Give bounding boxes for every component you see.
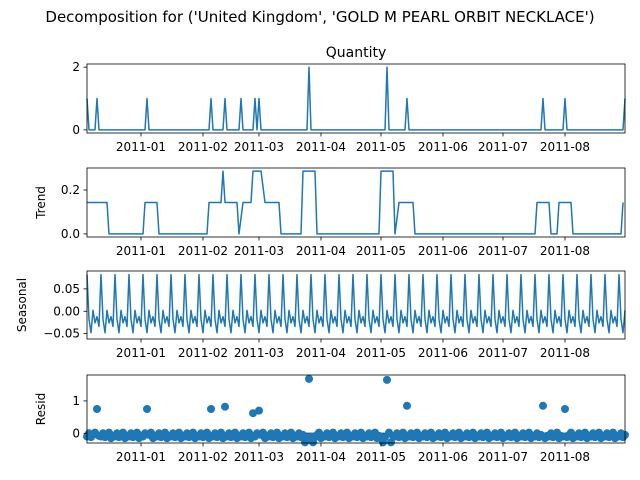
x-tick-label: 2011-08	[540, 140, 590, 154]
x-tick-label: 2011-01	[116, 450, 166, 464]
resid-point	[383, 375, 391, 384]
y-tick-label: 1	[72, 394, 80, 408]
x-tick-label: 2011-04	[296, 346, 346, 360]
y-tick-label: −0.05	[43, 327, 80, 341]
x-tick-label: 2011-02	[178, 140, 228, 154]
x-tick-label: 2011-04	[296, 140, 346, 154]
panel-frame	[86, 167, 626, 238]
observed-series-line	[86, 66, 626, 131]
x-tick-label: 2011-07	[478, 244, 528, 258]
y-axis-label: Resid	[34, 393, 48, 425]
panel-observed: 0 2 2011-01 2011-02 2011-03 2011-04 2011-05 201…	[72, 45, 626, 154]
x-tick-label: 2011-06	[418, 450, 468, 464]
y-axis-label: Seasonal	[15, 278, 29, 332]
x-tick-label: 2011-02	[178, 244, 228, 258]
x-tick-label: 2011-08	[540, 244, 590, 258]
x-tick-label: 2011-05	[356, 244, 406, 258]
panel-frame	[86, 270, 626, 340]
resid-point	[207, 405, 215, 413]
panel-title: Quantity	[326, 45, 387, 61]
x-tick-label: 2011-01	[116, 244, 166, 258]
panel-frame	[86, 374, 626, 444]
x-tick-label: 2011-03	[234, 140, 284, 154]
resid-point	[561, 405, 569, 413]
panels-group: 0 2 2011-01 2011-02 2011-03 2011-04 2011-05 201…	[15, 45, 629, 464]
resid-point	[255, 406, 263, 415]
y-tick-label: 2	[72, 60, 80, 74]
x-tick-label: 2011-06	[418, 346, 468, 360]
resid-point	[539, 401, 547, 410]
y-axis-label: Trend	[34, 186, 48, 220]
x-tick-label: 2011-07	[478, 450, 528, 464]
x-tick-label: 2011-08	[540, 346, 590, 360]
x-tick-label: 2011-02	[178, 450, 228, 464]
resid-point	[387, 438, 395, 447]
panel-seasonal: −0.05 0.00 0.05 2011-01 2011-02 2011-03 2011-0…	[15, 270, 626, 360]
x-tick-label: 2011-03	[234, 450, 284, 464]
trend-series-line	[87, 170, 624, 235]
panel-resid: 0 1 2011-01 2011-02 2011-03 2011-04 2011-05 201…	[34, 374, 629, 464]
x-tick-label: 2011-03	[234, 244, 284, 258]
y-tick-label: 0	[72, 426, 80, 440]
y-tick-label: 0	[72, 123, 80, 137]
y-tick-label: 0.05	[53, 282, 80, 296]
x-tick-label: 2011-03	[234, 346, 284, 360]
resid-point	[403, 401, 411, 410]
resid-point	[143, 405, 151, 413]
x-tick-label: 2011-08	[540, 450, 590, 464]
x-tick-label: 2011-04	[296, 244, 346, 258]
x-tick-label: 2011-05	[356, 346, 406, 360]
x-tick-label: 2011-05	[356, 450, 406, 464]
x-tick-label: 2011-01	[116, 140, 166, 154]
y-tick-label: 0.2	[61, 183, 80, 197]
resid-point	[93, 405, 101, 413]
y-tick-label: 0.0	[61, 227, 80, 241]
y-tick-label: 0.00	[53, 304, 80, 318]
resid-point	[305, 374, 313, 383]
figure-suptitle: Decomposition for ('United Kingdom', 'GO…	[45, 8, 594, 26]
x-tick-label: 2011-05	[356, 140, 406, 154]
x-tick-label: 2011-07	[478, 346, 528, 360]
resid-point	[249, 409, 257, 418]
x-tick-label: 2011-04	[296, 450, 346, 464]
resid-point	[221, 402, 229, 411]
panel-frame	[86, 63, 626, 134]
x-tick-label: 2011-02	[178, 346, 228, 360]
x-tick-label: 2011-01	[116, 346, 166, 360]
x-tick-label: 2011-06	[418, 244, 468, 258]
x-tick-label: 2011-06	[418, 140, 468, 154]
seasonal-series-line	[86, 273, 626, 334]
x-tick-label: 2011-07	[478, 140, 528, 154]
panel-trend: 0.0 0.2 2011-01 2011-02 2011-03 2011-04 2011-0…	[34, 167, 626, 258]
